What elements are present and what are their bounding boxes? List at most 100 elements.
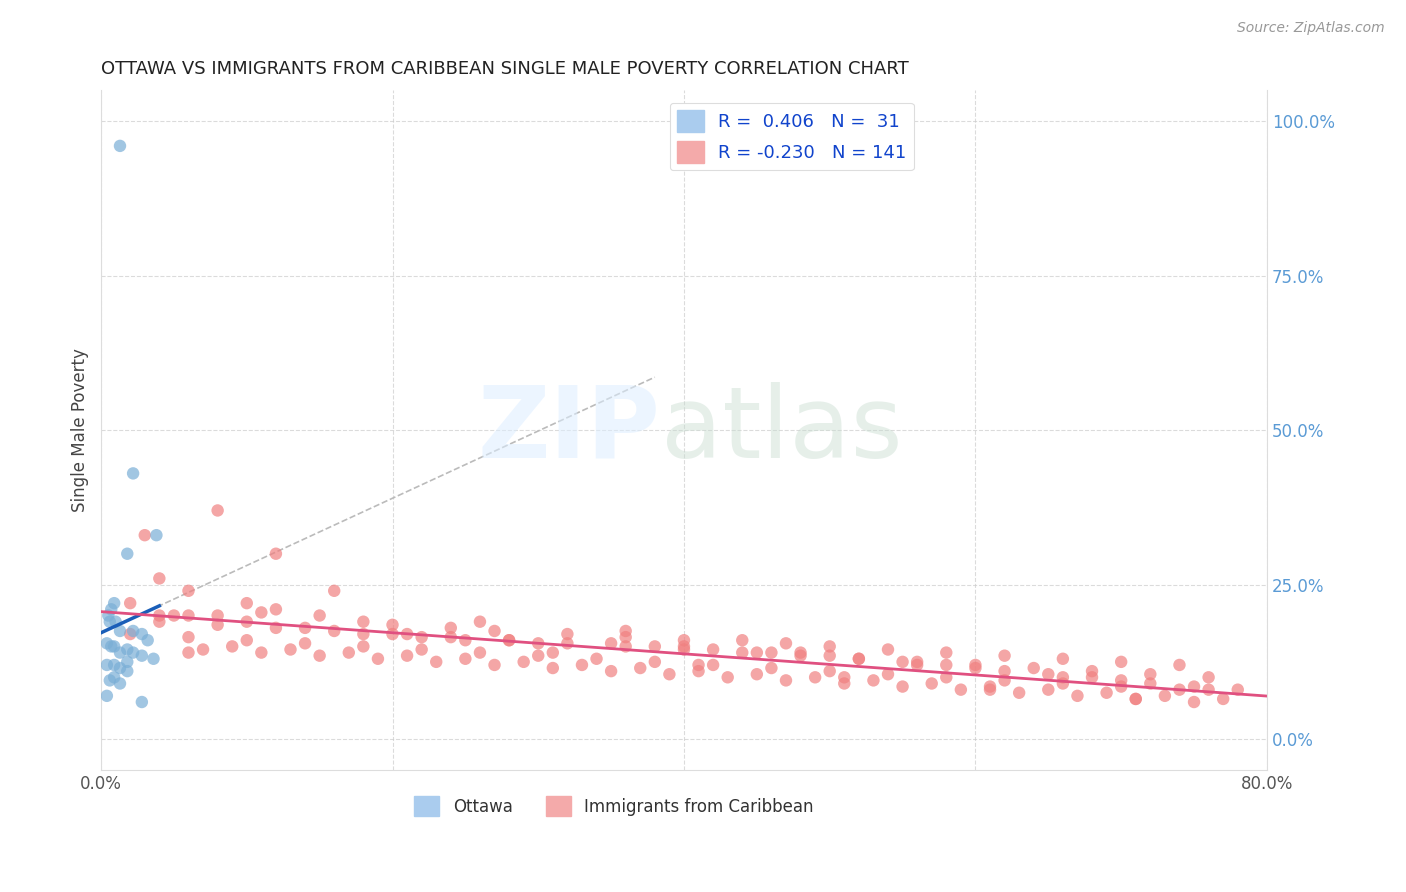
Point [352, 627, 374, 641]
Point [1109, 655, 1132, 669]
Point [891, 680, 914, 694]
Point [745, 646, 768, 660]
Point [148, 615, 170, 629]
Point [264, 621, 287, 635]
Point [745, 667, 768, 681]
Point [98, 615, 121, 629]
Point [177, 608, 200, 623]
Point [789, 648, 811, 663]
Point [264, 547, 287, 561]
Point [294, 621, 316, 635]
Point [148, 608, 170, 623]
Point [1168, 657, 1191, 672]
Point [236, 633, 259, 648]
Point [1226, 682, 1249, 697]
Point [367, 652, 389, 666]
Point [1198, 670, 1220, 684]
Point [148, 571, 170, 585]
Text: atlas: atlas [661, 382, 903, 479]
Point [323, 624, 346, 638]
Point [993, 648, 1015, 663]
Point [541, 661, 564, 675]
Point [585, 652, 607, 666]
Point [965, 657, 987, 672]
Point [103, 596, 125, 610]
Point [949, 682, 972, 697]
Point [1052, 652, 1074, 666]
Point [1066, 689, 1088, 703]
Point [236, 615, 259, 629]
Point [163, 608, 186, 623]
Point [1095, 686, 1118, 700]
Point [250, 646, 273, 660]
Point [1182, 695, 1205, 709]
Point [96, 689, 118, 703]
Point [134, 528, 156, 542]
Point [672, 642, 695, 657]
Point [818, 664, 841, 678]
Point [832, 676, 855, 690]
Point [557, 636, 579, 650]
Point [425, 655, 447, 669]
Point [818, 648, 841, 663]
Point [498, 633, 520, 648]
Point [108, 624, 131, 638]
Point [337, 646, 360, 660]
Point [717, 670, 740, 684]
Point [468, 646, 491, 660]
Point [236, 596, 259, 610]
Text: Source: ZipAtlas.com: Source: ZipAtlas.com [1237, 21, 1385, 35]
Point [1038, 667, 1060, 681]
Point [600, 664, 623, 678]
Point [1139, 676, 1161, 690]
Point [308, 608, 330, 623]
Point [120, 627, 142, 641]
Point [979, 680, 1001, 694]
Point [1125, 692, 1147, 706]
Point [96, 657, 118, 672]
Point [614, 624, 637, 638]
Point [396, 627, 419, 641]
Point [557, 627, 579, 641]
Point [571, 657, 593, 672]
Point [108, 676, 131, 690]
Point [352, 615, 374, 629]
Point [1052, 670, 1074, 684]
Point [1182, 680, 1205, 694]
Point [1168, 682, 1191, 697]
Point [789, 646, 811, 660]
Point [411, 642, 433, 657]
Point [468, 615, 491, 629]
Point [688, 657, 710, 672]
Point [527, 636, 550, 650]
Point [672, 640, 695, 654]
Point [614, 630, 637, 644]
Point [104, 615, 127, 629]
Point [848, 652, 870, 666]
Point [877, 667, 900, 681]
Point [177, 583, 200, 598]
Point [484, 624, 506, 638]
Point [1198, 682, 1220, 697]
Point [979, 682, 1001, 697]
Point [935, 646, 957, 660]
Point [965, 661, 987, 675]
Point [1212, 692, 1234, 706]
Point [117, 547, 139, 561]
Point [454, 633, 477, 648]
Point [103, 657, 125, 672]
Point [935, 657, 957, 672]
Point [120, 596, 142, 610]
Point [848, 652, 870, 666]
Point [98, 673, 121, 688]
Point [600, 636, 623, 650]
Point [117, 655, 139, 669]
Point [935, 670, 957, 684]
Point [775, 636, 797, 650]
Point [280, 642, 302, 657]
Point [672, 633, 695, 648]
Point [108, 139, 131, 153]
Point [97, 608, 120, 623]
Point [1052, 676, 1074, 690]
Point [177, 646, 200, 660]
